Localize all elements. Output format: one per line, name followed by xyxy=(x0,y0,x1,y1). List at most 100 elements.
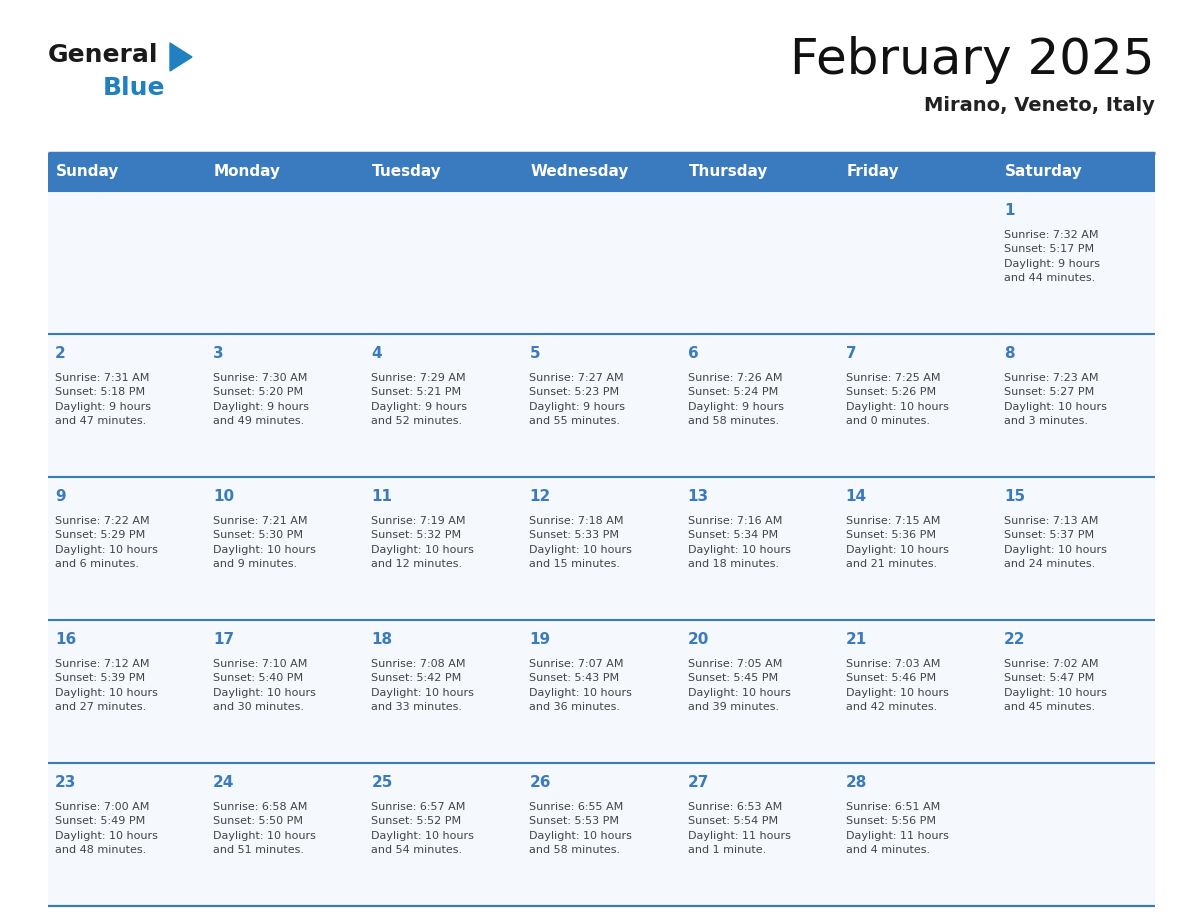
Text: 14: 14 xyxy=(846,489,867,504)
Text: Thursday: Thursday xyxy=(689,164,767,180)
Text: 12: 12 xyxy=(530,489,551,504)
Text: Sunrise: 6:55 AM
Sunset: 5:53 PM
Daylight: 10 hours
and 58 minutes.: Sunrise: 6:55 AM Sunset: 5:53 PM Dayligh… xyxy=(530,802,632,856)
Bar xyxy=(997,191,1155,334)
Text: Sunrise: 6:53 AM
Sunset: 5:54 PM
Daylight: 11 hours
and 1 minute.: Sunrise: 6:53 AM Sunset: 5:54 PM Dayligh… xyxy=(688,802,790,856)
Bar xyxy=(48,191,207,334)
Text: Sunrise: 7:21 AM
Sunset: 5:30 PM
Daylight: 10 hours
and 9 minutes.: Sunrise: 7:21 AM Sunset: 5:30 PM Dayligh… xyxy=(213,516,316,569)
Bar xyxy=(207,477,365,620)
Bar xyxy=(207,334,365,477)
Bar xyxy=(523,477,681,620)
Text: Sunrise: 7:02 AM
Sunset: 5:47 PM
Daylight: 10 hours
and 45 minutes.: Sunrise: 7:02 AM Sunset: 5:47 PM Dayligh… xyxy=(1004,659,1107,712)
Text: Sunrise: 7:16 AM
Sunset: 5:34 PM
Daylight: 10 hours
and 18 minutes.: Sunrise: 7:16 AM Sunset: 5:34 PM Dayligh… xyxy=(688,516,790,569)
Bar xyxy=(839,620,997,763)
Text: 18: 18 xyxy=(372,632,392,647)
Text: Sunrise: 7:10 AM
Sunset: 5:40 PM
Daylight: 10 hours
and 30 minutes.: Sunrise: 7:10 AM Sunset: 5:40 PM Dayligh… xyxy=(213,659,316,712)
Text: Blue: Blue xyxy=(103,76,165,100)
Bar xyxy=(365,334,523,477)
Text: Sunrise: 6:51 AM
Sunset: 5:56 PM
Daylight: 11 hours
and 4 minutes.: Sunrise: 6:51 AM Sunset: 5:56 PM Dayligh… xyxy=(846,802,948,856)
Text: 5: 5 xyxy=(530,346,541,361)
Text: 9: 9 xyxy=(55,489,65,504)
Text: 19: 19 xyxy=(530,632,550,647)
Bar xyxy=(523,191,681,334)
Text: 20: 20 xyxy=(688,632,709,647)
Text: Sunrise: 7:00 AM
Sunset: 5:49 PM
Daylight: 10 hours
and 48 minutes.: Sunrise: 7:00 AM Sunset: 5:49 PM Dayligh… xyxy=(55,802,158,856)
Bar xyxy=(681,477,839,620)
Text: Sunrise: 7:03 AM
Sunset: 5:46 PM
Daylight: 10 hours
and 42 minutes.: Sunrise: 7:03 AM Sunset: 5:46 PM Dayligh… xyxy=(846,659,948,712)
Bar xyxy=(365,153,523,191)
Bar xyxy=(365,620,523,763)
Bar xyxy=(48,763,207,906)
Text: 27: 27 xyxy=(688,775,709,790)
Bar xyxy=(997,334,1155,477)
Text: Friday: Friday xyxy=(847,164,899,180)
Bar xyxy=(839,334,997,477)
Text: 6: 6 xyxy=(688,346,699,361)
Text: Sunrise: 6:57 AM
Sunset: 5:52 PM
Daylight: 10 hours
and 54 minutes.: Sunrise: 6:57 AM Sunset: 5:52 PM Dayligh… xyxy=(372,802,474,856)
Bar xyxy=(997,620,1155,763)
Bar xyxy=(523,620,681,763)
Text: General: General xyxy=(48,43,158,67)
Polygon shape xyxy=(170,43,192,71)
Bar xyxy=(48,153,207,191)
Bar xyxy=(681,763,839,906)
Text: 21: 21 xyxy=(846,632,867,647)
Text: Tuesday: Tuesday xyxy=(372,164,442,180)
Text: Mirano, Veneto, Italy: Mirano, Veneto, Italy xyxy=(924,96,1155,115)
Text: 28: 28 xyxy=(846,775,867,790)
Bar xyxy=(207,191,365,334)
Text: Sunrise: 7:32 AM
Sunset: 5:17 PM
Daylight: 9 hours
and 44 minutes.: Sunrise: 7:32 AM Sunset: 5:17 PM Dayligh… xyxy=(1004,230,1100,283)
Bar xyxy=(48,477,207,620)
Text: Sunrise: 7:15 AM
Sunset: 5:36 PM
Daylight: 10 hours
and 21 minutes.: Sunrise: 7:15 AM Sunset: 5:36 PM Dayligh… xyxy=(846,516,948,569)
Text: Sunrise: 7:05 AM
Sunset: 5:45 PM
Daylight: 10 hours
and 39 minutes.: Sunrise: 7:05 AM Sunset: 5:45 PM Dayligh… xyxy=(688,659,790,712)
Text: Sunrise: 7:29 AM
Sunset: 5:21 PM
Daylight: 9 hours
and 52 minutes.: Sunrise: 7:29 AM Sunset: 5:21 PM Dayligh… xyxy=(372,373,467,426)
Bar xyxy=(48,620,207,763)
Text: Sunrise: 7:27 AM
Sunset: 5:23 PM
Daylight: 9 hours
and 55 minutes.: Sunrise: 7:27 AM Sunset: 5:23 PM Dayligh… xyxy=(530,373,625,426)
Bar xyxy=(365,477,523,620)
Bar xyxy=(48,334,207,477)
Text: Wednesday: Wednesday xyxy=(530,164,628,180)
Text: Sunrise: 7:25 AM
Sunset: 5:26 PM
Daylight: 10 hours
and 0 minutes.: Sunrise: 7:25 AM Sunset: 5:26 PM Dayligh… xyxy=(846,373,948,426)
Text: Saturday: Saturday xyxy=(1005,164,1082,180)
Bar xyxy=(839,191,997,334)
Text: 16: 16 xyxy=(55,632,76,647)
Bar xyxy=(207,763,365,906)
Text: 13: 13 xyxy=(688,489,709,504)
Bar xyxy=(997,763,1155,906)
Text: Sunrise: 7:26 AM
Sunset: 5:24 PM
Daylight: 9 hours
and 58 minutes.: Sunrise: 7:26 AM Sunset: 5:24 PM Dayligh… xyxy=(688,373,784,426)
Bar xyxy=(207,620,365,763)
Text: 26: 26 xyxy=(530,775,551,790)
Bar xyxy=(997,153,1155,191)
Bar xyxy=(681,191,839,334)
Text: Sunrise: 7:30 AM
Sunset: 5:20 PM
Daylight: 9 hours
and 49 minutes.: Sunrise: 7:30 AM Sunset: 5:20 PM Dayligh… xyxy=(213,373,309,426)
Text: Sunrise: 7:08 AM
Sunset: 5:42 PM
Daylight: 10 hours
and 33 minutes.: Sunrise: 7:08 AM Sunset: 5:42 PM Dayligh… xyxy=(372,659,474,712)
Text: 25: 25 xyxy=(372,775,393,790)
Bar xyxy=(839,153,997,191)
Bar xyxy=(207,153,365,191)
Text: 23: 23 xyxy=(55,775,76,790)
Bar xyxy=(365,763,523,906)
Text: 4: 4 xyxy=(372,346,381,361)
Bar xyxy=(681,334,839,477)
Bar xyxy=(839,763,997,906)
Bar xyxy=(681,153,839,191)
Text: Sunrise: 7:07 AM
Sunset: 5:43 PM
Daylight: 10 hours
and 36 minutes.: Sunrise: 7:07 AM Sunset: 5:43 PM Dayligh… xyxy=(530,659,632,712)
Text: Monday: Monday xyxy=(214,164,282,180)
Text: Sunrise: 7:23 AM
Sunset: 5:27 PM
Daylight: 10 hours
and 3 minutes.: Sunrise: 7:23 AM Sunset: 5:27 PM Dayligh… xyxy=(1004,373,1107,426)
Text: Sunrise: 7:12 AM
Sunset: 5:39 PM
Daylight: 10 hours
and 27 minutes.: Sunrise: 7:12 AM Sunset: 5:39 PM Dayligh… xyxy=(55,659,158,712)
Text: Sunrise: 7:18 AM
Sunset: 5:33 PM
Daylight: 10 hours
and 15 minutes.: Sunrise: 7:18 AM Sunset: 5:33 PM Dayligh… xyxy=(530,516,632,569)
Text: 11: 11 xyxy=(372,489,392,504)
Text: Sunday: Sunday xyxy=(56,164,119,180)
Bar xyxy=(839,477,997,620)
Bar xyxy=(523,153,681,191)
Text: February 2025: February 2025 xyxy=(790,36,1155,84)
Bar xyxy=(523,334,681,477)
Text: 24: 24 xyxy=(213,775,234,790)
Bar xyxy=(997,477,1155,620)
Text: Sunrise: 6:58 AM
Sunset: 5:50 PM
Daylight: 10 hours
and 51 minutes.: Sunrise: 6:58 AM Sunset: 5:50 PM Dayligh… xyxy=(213,802,316,856)
Bar xyxy=(523,763,681,906)
Text: Sunrise: 7:31 AM
Sunset: 5:18 PM
Daylight: 9 hours
and 47 minutes.: Sunrise: 7:31 AM Sunset: 5:18 PM Dayligh… xyxy=(55,373,151,426)
Text: Sunrise: 7:13 AM
Sunset: 5:37 PM
Daylight: 10 hours
and 24 minutes.: Sunrise: 7:13 AM Sunset: 5:37 PM Dayligh… xyxy=(1004,516,1107,569)
Text: 15: 15 xyxy=(1004,489,1025,504)
Bar xyxy=(365,191,523,334)
Text: Sunrise: 7:19 AM
Sunset: 5:32 PM
Daylight: 10 hours
and 12 minutes.: Sunrise: 7:19 AM Sunset: 5:32 PM Dayligh… xyxy=(372,516,474,569)
